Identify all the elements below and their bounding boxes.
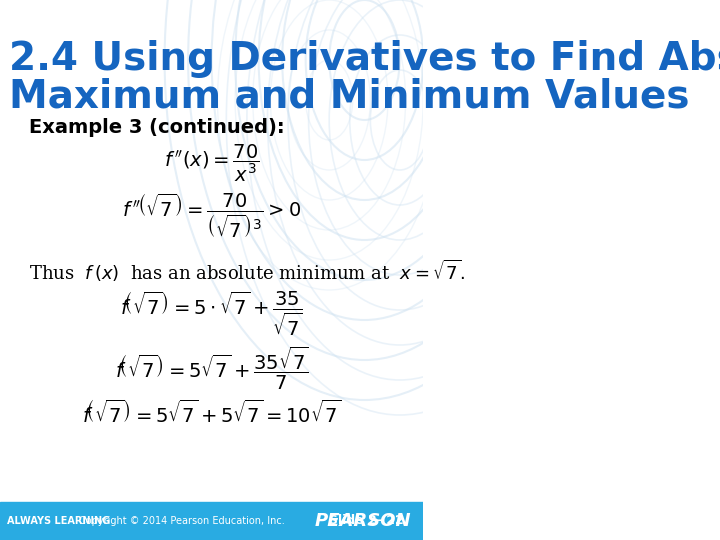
Text: $f\!\left(\sqrt{7}\right) = 5\sqrt{7} + \dfrac{35\sqrt{7}}{7}$: $f\!\left(\sqrt{7}\right) = 5\sqrt{7} + … (114, 345, 309, 392)
Text: $f\,''\!\left(\sqrt{7}\right) = \dfrac{70}{\left(\sqrt{7}\right)^3} > 0$: $f\,''\!\left(\sqrt{7}\right) = \dfrac{7… (122, 192, 301, 240)
Text: Thus  $f\,(x)$  has an absolute minimum at  $x = \sqrt{7}.$: Thus $f\,(x)$ has an absolute minimum at… (30, 258, 465, 284)
Text: $f\!\left(\sqrt{7}\right) = 5\sqrt{7} + 5\sqrt{7} = 10\sqrt{7}$: $f\!\left(\sqrt{7}\right) = 5\sqrt{7} + … (82, 400, 341, 427)
Text: Copyright © 2014 Pearson Education, Inc.: Copyright © 2014 Pearson Education, Inc. (79, 516, 285, 526)
Bar (0, 502, 423, 540)
Text: ALWAYS LEARNING: ALWAYS LEARNING (7, 516, 110, 526)
Text: PEARSON: PEARSON (315, 512, 412, 530)
Text: $f\!\left(\sqrt{7}\right) = 5 \cdot \sqrt{7} + \dfrac{35}{\sqrt{7}}$: $f\!\left(\sqrt{7}\right) = 5 \cdot \sqr… (120, 290, 303, 339)
Text: $f\,''(x) = \dfrac{70}{x^3}$: $f\,''(x) = \dfrac{70}{x^3}$ (163, 142, 259, 184)
Text: Maximum and Minimum Values: Maximum and Minimum Values (9, 78, 689, 116)
Text: Slide 2- 22: Slide 2- 22 (329, 515, 404, 528)
Text: 2.4 Using Derivatives to Find Absolute: 2.4 Using Derivatives to Find Absolute (9, 40, 720, 78)
Text: Example 3 (continued):: Example 3 (continued): (30, 118, 285, 137)
